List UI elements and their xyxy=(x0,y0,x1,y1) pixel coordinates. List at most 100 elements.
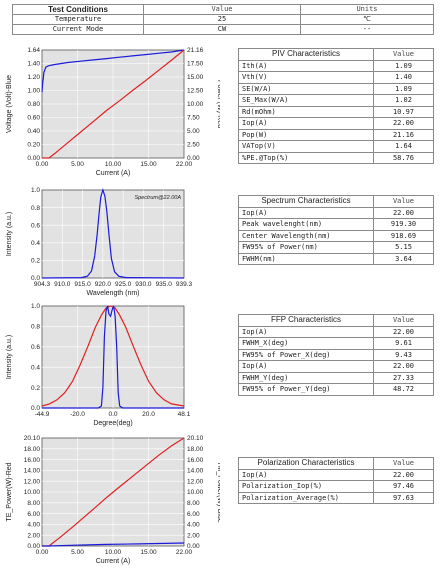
ffp-row: FW95% of Power_Y(deg) 48.72 xyxy=(238,383,434,396)
polarization-value: 97.46 xyxy=(373,480,434,493)
series-line xyxy=(41,305,185,407)
piv-param: Vth(V) xyxy=(238,71,374,84)
ffp-value: 22.00 xyxy=(373,325,434,338)
y2-tick-label: 4.00 xyxy=(187,522,200,529)
x-tick-label: 939.3 xyxy=(176,281,193,288)
y-axis-label: TE_Power(W)-Red xyxy=(6,462,13,521)
y-tick-label: 1.00 xyxy=(27,88,40,95)
ffp-value-header: Value xyxy=(373,314,434,327)
y2-tick-label: 10.00 xyxy=(187,489,204,496)
y2-tick-label: 7.50 xyxy=(187,115,200,122)
x-tick-label: 48.1 xyxy=(178,411,191,418)
series-line xyxy=(42,305,184,409)
series-line xyxy=(42,542,185,547)
chart-annotation: Spectrum@22.00A xyxy=(134,195,181,201)
spectrum-rows: Iop(A) 22.00 Peak wavelenght(nm) 919.30 Cent… xyxy=(238,206,434,265)
y-tick-label: 14.00 xyxy=(24,468,41,475)
conditions-cell: 25 xyxy=(143,14,301,25)
y-tick-label: 0.2 xyxy=(31,385,40,392)
piv-rows: Ith(A) 1.09 Vth(V) 1.40 SE(W/A) 1.09 SE_Max(W/… xyxy=(238,59,434,164)
piv-value-header: Value xyxy=(373,48,434,61)
y-tick-label: 20.10 xyxy=(24,435,41,442)
polarization-param: Polarization_Average(%) xyxy=(238,491,374,504)
ffp-param: Iop(A) xyxy=(238,360,374,373)
y-tick-label: 1.64 xyxy=(27,47,40,54)
ffp-row: FW95% of Power_X(deg) 9.43 xyxy=(238,348,434,361)
spectrum-value: 22.00 xyxy=(373,206,434,219)
x-tick-label: 10.00 xyxy=(105,161,122,168)
x-tick-label: 904.3 xyxy=(34,281,51,288)
spectrum-chart: 904.3 910.0 915.0 920.0 925.0 930.0 935.0 939.3… xyxy=(6,187,193,297)
x-tick-label: 935.0 xyxy=(156,281,173,288)
y-tick-label: 12.00 xyxy=(24,478,41,485)
conditions-cell: ℃ xyxy=(300,14,434,25)
piv-row: Iop(A) 22.00 xyxy=(238,117,434,130)
y2-tick-label: 6.00 xyxy=(187,511,200,518)
y-tick-label: 0.0 xyxy=(31,275,40,282)
piv-value: 1.02 xyxy=(373,94,434,107)
polarization-chart: 0.00 5.00 10.00 15.00 22.000.002.004.006.008… xyxy=(6,435,220,565)
ffp-param: Iop(A) xyxy=(238,325,374,338)
ffp-table: FFP Characteristics Value Iop(A) 22.00 FWH… xyxy=(238,314,434,396)
piv-value: 22.00 xyxy=(373,117,434,130)
piv-value: 21.16 xyxy=(373,128,434,141)
piv-param: Rd(mOhm) xyxy=(238,105,374,118)
ffp-param: FW95% of Power_X(deg) xyxy=(238,348,374,361)
piv-row: %PE.@Top(%) 58.76 xyxy=(238,151,434,164)
piv-param: %PE.@Top(%) xyxy=(238,151,374,164)
conditions-cell: Temperature xyxy=(12,14,144,25)
piv-row: SE_Max(W/A) 1.02 xyxy=(238,94,434,107)
ffp-value: 48.72 xyxy=(373,383,434,396)
series-line xyxy=(42,49,185,159)
y-tick-label: 1.40 xyxy=(27,61,40,68)
conditions-header: Units xyxy=(300,4,434,15)
spectrum-row: Center Wavelength(nm) 918.69 xyxy=(238,229,434,242)
ffp-param: FWHM_Y(deg) xyxy=(238,371,374,384)
y2-tick-label: 14.00 xyxy=(187,468,204,475)
y2-tick-label: 18.00 xyxy=(187,446,204,453)
y2-tick-label: 21.16 xyxy=(187,47,204,54)
y2-tick-label: 16.00 xyxy=(187,457,204,464)
polarization-param: Polarization_Iop(%) xyxy=(238,480,374,493)
conditions-header: Test Conditions xyxy=(12,4,144,15)
piv-row: Ith(A) 1.09 xyxy=(238,59,434,72)
ffp-title: FFP Characteristics xyxy=(238,314,374,327)
y-tick-label: 0.20 xyxy=(27,142,40,149)
x-axis-label: Current (A) xyxy=(96,558,131,565)
y-tick-label: 2.00 xyxy=(27,532,40,539)
y-axis-label: Intensity (a.u.) xyxy=(6,335,13,379)
y-tick-label: 8.00 xyxy=(27,500,40,507)
y-tick-label: 0.0 xyxy=(31,405,40,412)
conditions-cell: -- xyxy=(300,24,434,35)
spectrum-value: 919.30 xyxy=(373,218,434,231)
y-tick-label: 4.00 xyxy=(27,522,40,529)
ffp-param: FWHM_X(deg) xyxy=(238,337,374,350)
y2-tick-label: 12.50 xyxy=(187,88,204,95)
y-tick-label: 16.00 xyxy=(24,457,41,464)
ffp-value: 27.33 xyxy=(373,371,434,384)
spectrum-value: 3.64 xyxy=(373,252,434,265)
spectrum-title: Spectrum Characteristics xyxy=(238,195,374,208)
y-tick-label: 1.0 xyxy=(31,303,40,310)
spectrum-param: Center Wavelength(nm) xyxy=(238,229,374,242)
x-tick-label: 915.0 xyxy=(74,281,91,288)
piv-value: 1.09 xyxy=(373,82,434,95)
piv-row: SE(W/A) 1.09 xyxy=(238,82,434,95)
y2-tick-label: 2.00 xyxy=(187,532,200,539)
y2-tick-label: 15.00 xyxy=(187,74,204,81)
x-axis-label: Wavelength (nm) xyxy=(86,290,139,297)
test-conditions-table: Test Conditions Value Units Temperature … xyxy=(12,4,434,35)
ffp-row: Iop(A) 22.00 xyxy=(238,325,434,338)
piv-value: 58.76 xyxy=(373,151,434,164)
y-tick-label: 18.00 xyxy=(24,446,41,453)
piv-row: Vth(V) 1.40 xyxy=(238,71,434,84)
spectrum-row: Peak wavelenght(nm) 919.30 xyxy=(238,218,434,231)
x-tick-label: 10.00 xyxy=(105,549,122,556)
y-tick-label: 6.00 xyxy=(27,511,40,518)
spectrum-value: 5.15 xyxy=(373,241,434,254)
y-tick-label: 0.00 xyxy=(27,155,40,162)
y2-axis-label: Power (W)-Red xyxy=(216,80,220,128)
polarization-value: 97.63 xyxy=(373,491,434,504)
x-tick-label: 925.0 xyxy=(115,281,132,288)
x-tick-label: 930.0 xyxy=(135,281,152,288)
